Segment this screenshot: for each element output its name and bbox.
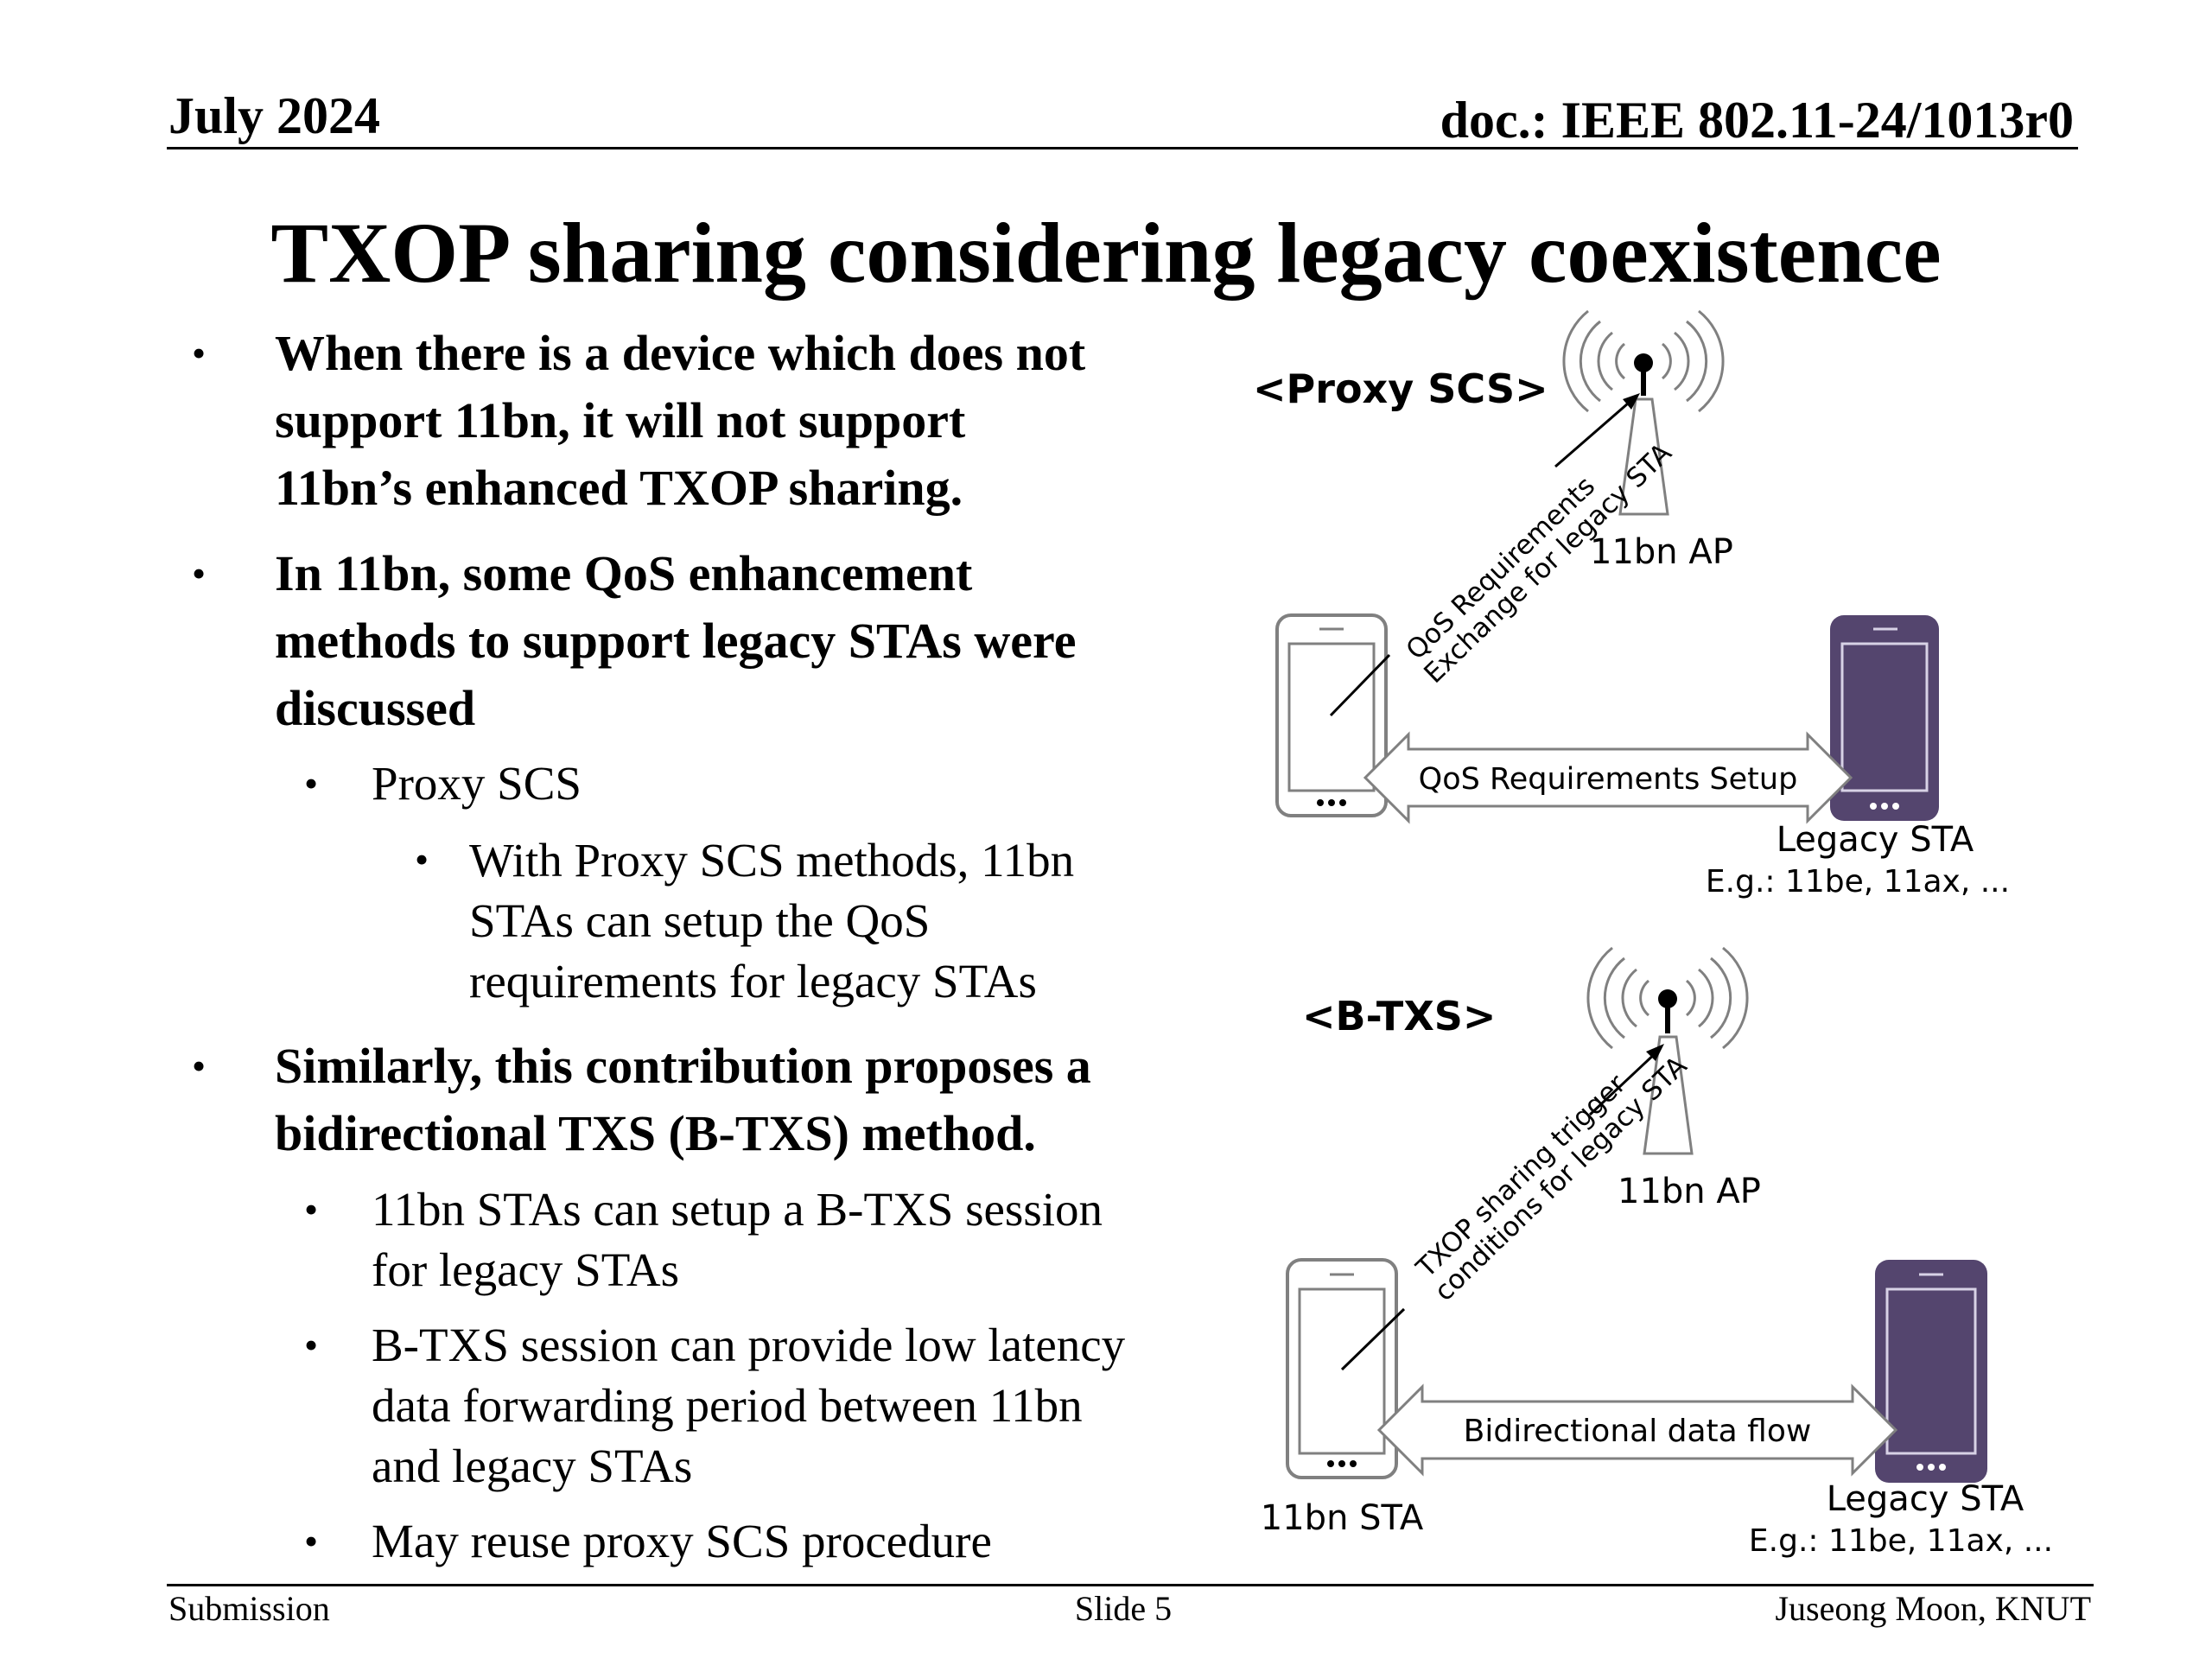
bullet-3-sub-3: May reuse proxy SCS procedure bbox=[372, 1515, 992, 1567]
link-1-arrowhead bbox=[1623, 393, 1640, 410]
footer-submission: Submission bbox=[168, 1589, 330, 1628]
bullet-3-sub-2-line-2: data forwarding period between 11bn bbox=[372, 1379, 1083, 1432]
bullet-2-line-3: discussed bbox=[275, 680, 476, 736]
bullet-marker: • bbox=[304, 1323, 319, 1367]
legacy-sta-2-example: E.g.: 11be, 11ax, ... bbox=[1749, 1523, 2053, 1559]
bullet-2-subsub-line-3: requirements for legacy STAs bbox=[469, 955, 1037, 1007]
bullet-3-line-2: bidirectional TXS (B-TXS) method. bbox=[275, 1105, 1036, 1161]
bullet-marker: • bbox=[192, 331, 207, 375]
qos-setup-arrow-label: QoS Requirements Setup bbox=[1419, 762, 1798, 797]
coexistence-diagram: <Proxy SCS> 11bn AP QoS Requirements Exc… bbox=[1253, 309, 2053, 1559]
qos-setup-double-arrow bbox=[1363, 731, 1853, 824]
ap-2-icon bbox=[1586, 946, 1749, 1155]
bidirectional-data-double-arrow bbox=[1376, 1383, 1898, 1477]
bullet-1-line-3: 11bn’s enhanced TXOP sharing. bbox=[275, 460, 963, 516]
bullet-3-line-1: Similarly, this contribution proposes a bbox=[275, 1038, 1091, 1094]
legacy-sta-2-phone-icon bbox=[1875, 1260, 1987, 1483]
bullet-1-line-1: When there is a device which does not bbox=[275, 325, 1086, 381]
bullet-1-line-2: support 11bn, it will not support bbox=[275, 392, 966, 448]
bullet-2-line-1: In 11bn, some QoS enhancement bbox=[275, 545, 973, 601]
link-2-lower-segment bbox=[1340, 1307, 1406, 1371]
bullet-marker: • bbox=[304, 761, 319, 805]
slide-title: TXOP sharing considering legacy coexiste… bbox=[270, 205, 1942, 301]
bullet-3-sub-1-line-2: for legacy STAs bbox=[372, 1243, 680, 1296]
legacy-sta-1-example: E.g.: 11be, 11ax, ... bbox=[1706, 864, 2010, 899]
footer-author: Juseong Moon, KNUT bbox=[1775, 1589, 2091, 1628]
bullet-2-subsub-line-1: With Proxy SCS methods, 11bn bbox=[469, 834, 1075, 887]
footer-slide-number: Slide 5 bbox=[1074, 1589, 1173, 1628]
footer-rule bbox=[167, 1584, 2094, 1586]
legacy-sta-1-label: Legacy STA bbox=[1777, 820, 1974, 860]
legacy-sta-1-phone-icon bbox=[1830, 615, 1939, 821]
b-txs-heading: <B-TXS> bbox=[1302, 993, 1496, 1039]
bullet-3-sub-2-line-3: and legacy STAs bbox=[372, 1440, 693, 1492]
bullet-2-subsub-line-2: STAs can setup the QoS bbox=[469, 894, 931, 947]
link-2-upper-arrow bbox=[1588, 1048, 1661, 1116]
link-2-arrowhead bbox=[1646, 1044, 1664, 1061]
slide-body: • When there is a device which does not … bbox=[192, 325, 1126, 1567]
link-1-upper-arrow bbox=[1554, 396, 1636, 468]
bullet-marker: • bbox=[304, 1187, 319, 1231]
ap-1-antenna-tip bbox=[1634, 353, 1653, 372]
bullet-2-line-2: methods to support legacy STAs were bbox=[275, 613, 1077, 669]
link-2-label-line-1: TXOP sharing trigger bbox=[1410, 1069, 1632, 1285]
link-1-lower-segment bbox=[1329, 653, 1391, 717]
link-1-label-line-1: QoS Requirements bbox=[1401, 471, 1601, 666]
header-doc-id: doc.: IEEE 802.11-24/1013r0 bbox=[1440, 92, 2074, 149]
bullet-marker: • bbox=[415, 837, 429, 881]
ap-2-antenna-tip bbox=[1658, 989, 1677, 1008]
bullet-marker: • bbox=[192, 551, 207, 595]
ap-1-icon bbox=[1562, 309, 1725, 516]
header-rule bbox=[167, 147, 2078, 149]
bidirectional-arrow-label: Bidirectional data flow bbox=[1464, 1414, 1812, 1449]
bullet-marker: • bbox=[192, 1044, 207, 1088]
bullet-2-sub: Proxy SCS bbox=[372, 757, 582, 810]
proxy-scs-heading: <Proxy SCS> bbox=[1253, 365, 1548, 412]
legacy-sta-2-label: Legacy STA bbox=[1827, 1479, 2024, 1519]
bullet-3-sub-2-line-1: B-TXS session can provide low latency bbox=[372, 1319, 1126, 1371]
ap-1-label: 11bn AP bbox=[1590, 532, 1733, 572]
ap-2-label: 11bn AP bbox=[1618, 1172, 1761, 1211]
bullet-3-sub-1-line-1: 11bn STAs can setup a B-TXS session bbox=[372, 1183, 1103, 1236]
header-date: July 2024 bbox=[168, 87, 381, 144]
bullet-marker: • bbox=[304, 1519, 319, 1563]
sta-2-label: 11bn STA bbox=[1261, 1498, 1424, 1538]
